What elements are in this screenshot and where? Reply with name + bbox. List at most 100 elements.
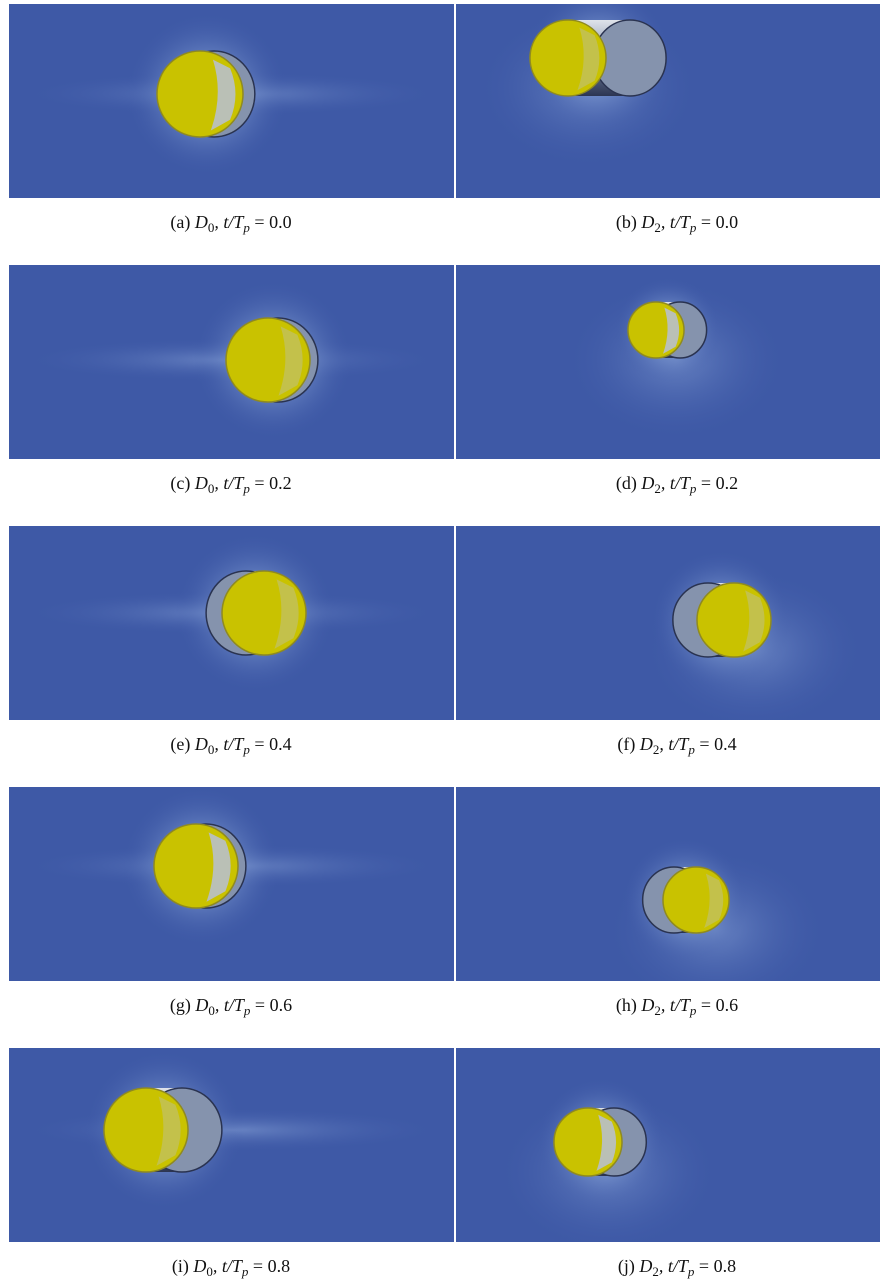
cylinder-face	[529, 19, 607, 97]
caption-tag: (e)	[170, 734, 190, 755]
surface-patch	[210, 59, 236, 131]
caption: (f) D2, t/Tp = 0.4	[617, 734, 736, 757]
caption-equation: = 0.0	[254, 212, 291, 232]
caption-equation: = 0.6	[701, 995, 738, 1015]
panel-image	[456, 787, 880, 981]
caption-tag: (h)	[616, 995, 637, 1016]
surface-patch	[704, 873, 724, 929]
cylinder-face	[221, 570, 307, 656]
surface-patch	[743, 590, 765, 652]
panel-image	[456, 526, 880, 720]
caption-symbol-sub: 2	[654, 1003, 661, 1018]
caption-time: , t/T	[661, 212, 692, 232]
caption: (b) D2, t/Tp = 0.0	[616, 212, 738, 235]
cylinder-face	[662, 866, 730, 934]
panel-image	[9, 1048, 454, 1242]
caption-equation: = 0.2	[254, 473, 291, 493]
caption-time: , t/T	[661, 473, 692, 493]
caption-equation: = 0.2	[701, 473, 738, 493]
caption-symbol: D	[638, 1256, 652, 1276]
caption: (e) D0, t/Tp = 0.4	[170, 734, 291, 757]
panel: (e) D0, t/Tp = 0.4	[9, 526, 454, 757]
panel: (c) D0, t/Tp = 0.2	[9, 265, 454, 496]
caption-time-sub: p	[687, 742, 695, 757]
caption-time-sub: p	[243, 1003, 251, 1018]
caption: (j) D2, t/Tp = 0.8	[618, 1256, 736, 1279]
caption-time-sub: p	[689, 1003, 697, 1018]
caption-time-sub: p	[687, 1264, 695, 1279]
caption-time-sub: p	[689, 220, 697, 235]
caption-symbol: D	[194, 473, 208, 493]
caption-symbol-sub: 0	[208, 481, 215, 496]
caption-equation: = 0.6	[255, 995, 292, 1015]
panel-image	[456, 4, 880, 198]
panel: (h) D2, t/Tp = 0.6	[456, 787, 880, 1018]
panel: (g) D0, t/Tp = 0.6	[9, 787, 454, 1018]
caption-symbol: D	[639, 734, 653, 754]
caption: (d) D2, t/Tp = 0.2	[616, 473, 738, 496]
surface-patch	[206, 832, 231, 902]
surface-patch	[278, 326, 303, 396]
caption-symbol-sub: 2	[654, 481, 661, 496]
caption-time: , t/T	[659, 734, 690, 754]
caption-tag: (b)	[616, 212, 637, 233]
caption-time-sub: p	[242, 481, 250, 496]
caption-time-sub: p	[242, 742, 250, 757]
caption: (h) D2, t/Tp = 0.6	[616, 995, 738, 1018]
caption-tag: (c)	[170, 473, 190, 494]
caption-time-sub: p	[242, 220, 250, 235]
caption-equation: = 0.4	[254, 734, 291, 754]
surface-patch	[274, 579, 299, 649]
caption-symbol: D	[192, 1256, 206, 1276]
panel-image	[456, 265, 880, 459]
caption-tag: (f)	[617, 734, 635, 755]
caption-equation: = 0.8	[699, 1256, 736, 1276]
caption-time: , t/T	[659, 1256, 690, 1276]
caption-time: , t/T	[213, 1256, 244, 1276]
caption-equation: = 0.8	[253, 1256, 290, 1276]
caption-symbol-sub: 2	[654, 220, 661, 235]
caption-symbol: D	[194, 212, 208, 232]
panel: (d) D2, t/Tp = 0.2	[456, 265, 880, 496]
panel: (f) D2, t/Tp = 0.4	[456, 526, 880, 757]
caption-time: , t/T	[214, 734, 245, 754]
caption: (g) D0, t/Tp = 0.6	[170, 995, 292, 1018]
caption-time: , t/T	[214, 212, 245, 232]
caption-symbol: D	[640, 212, 654, 232]
caption-symbol-sub: 0	[208, 742, 215, 757]
caption-tag: (d)	[616, 473, 637, 494]
panel-image	[9, 4, 454, 198]
caption-symbol: D	[640, 473, 654, 493]
caption: (i) D0, t/Tp = 0.8	[172, 1256, 290, 1279]
caption-time: , t/T	[214, 473, 245, 493]
panel: (i) D0, t/Tp = 0.8	[9, 1048, 454, 1279]
panel-image	[456, 1048, 880, 1242]
caption-symbol-sub: 0	[208, 1003, 215, 1018]
caption-symbol: D	[194, 995, 208, 1015]
caption-tag: (i)	[172, 1256, 189, 1277]
panel: (b) D2, t/Tp = 0.0	[456, 4, 880, 235]
caption: (c) D0, t/Tp = 0.2	[170, 473, 291, 496]
caption-symbol-sub: 2	[652, 1264, 659, 1279]
caption-symbol-sub: 2	[653, 742, 660, 757]
surface-patch	[577, 27, 600, 91]
caption-time: , t/T	[661, 995, 692, 1015]
panel-image	[9, 787, 454, 981]
cylinder-face	[103, 1087, 189, 1173]
caption-symbol-sub: 0	[206, 1264, 213, 1279]
caption-equation: = 0.4	[699, 734, 736, 754]
caption: (a) D0, t/Tp = 0.0	[170, 212, 291, 235]
caption-equation: = 0.0	[701, 212, 738, 232]
caption-symbol: D	[640, 995, 654, 1015]
cylinder-face	[225, 317, 311, 403]
caption-tag: (a)	[170, 212, 190, 233]
panel-image	[9, 265, 454, 459]
surface-patch	[663, 307, 680, 354]
panel-image	[9, 526, 454, 720]
cylinder-face	[696, 582, 772, 658]
surface-patch	[156, 1096, 181, 1166]
caption-time-sub: p	[689, 481, 697, 496]
panel: (a) D0, t/Tp = 0.0	[9, 4, 454, 235]
